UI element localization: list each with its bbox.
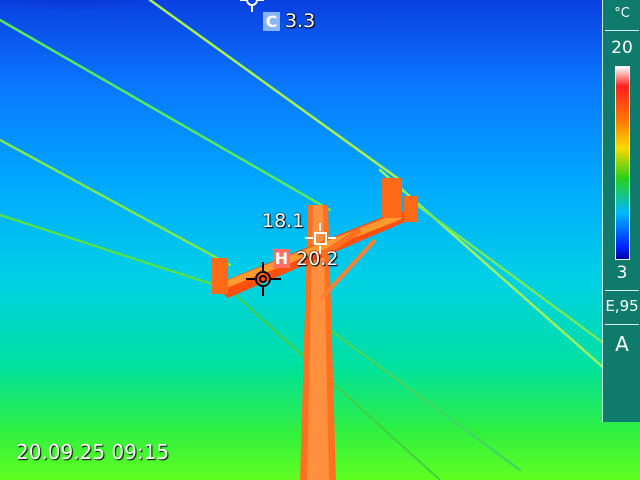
crosshair-cold-icon bbox=[240, 0, 264, 12]
divider bbox=[605, 290, 639, 291]
insulator-right-2 bbox=[404, 196, 418, 222]
crosshair-hot-icon bbox=[246, 262, 281, 296]
capture-timestamp: 20.09.25 09:15 bbox=[16, 440, 170, 464]
insulator-left bbox=[212, 258, 228, 294]
hot-spot-tag: H bbox=[273, 249, 290, 268]
scale-unit: °C bbox=[614, 6, 630, 21]
center-spot-temperature: 18.1 bbox=[262, 210, 305, 232]
hot-spot-temperature: 20.2 bbox=[296, 248, 339, 270]
color-scale-bar bbox=[615, 66, 630, 260]
divider bbox=[605, 324, 639, 325]
utility-pole bbox=[212, 178, 418, 480]
measurement-mode: A bbox=[615, 332, 629, 356]
insulator-right bbox=[382, 178, 402, 218]
crosshair-center-icon bbox=[305, 223, 336, 254]
scale-max: 20 bbox=[611, 38, 633, 58]
divider bbox=[605, 30, 639, 31]
cold-spot-tag: C bbox=[263, 12, 280, 31]
emissivity-value: E,95 bbox=[605, 297, 639, 315]
scale-min: 3 bbox=[616, 263, 628, 283]
cold-spot-temperature: 3.3 bbox=[285, 10, 316, 32]
temperature-scale-panel: °C 20 3 E,95 A bbox=[602, 0, 640, 422]
